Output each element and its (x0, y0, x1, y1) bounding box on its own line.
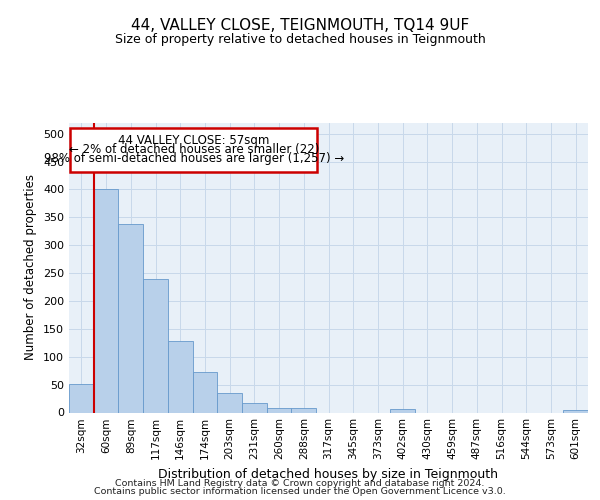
Bar (143, 278, 168, 412)
Y-axis label: Number of detached properties: Number of detached properties (25, 174, 37, 360)
Text: Contains HM Land Registry data © Crown copyright and database right 2024.: Contains HM Land Registry data © Crown c… (115, 478, 485, 488)
X-axis label: Distribution of detached houses by size in Teignmouth: Distribution of detached houses by size … (158, 468, 499, 481)
Text: 44, VALLEY CLOSE, TEIGNMOUTH, TQ14 9UF: 44, VALLEY CLOSE, TEIGNMOUTH, TQ14 9UF (131, 18, 469, 32)
Text: Contains public sector information licensed under the Open Government Licence v3: Contains public sector information licen… (94, 487, 506, 496)
Bar (118, 224, 143, 412)
Bar (390, 408, 415, 412)
Bar (563, 410, 588, 412)
Text: ← 2% of detached houses are smaller (22): ← 2% of detached houses are smaller (22) (68, 142, 319, 156)
Text: Size of property relative to detached houses in Teignmouth: Size of property relative to detached ho… (115, 34, 485, 46)
Bar (242, 403, 267, 412)
Text: 44 VALLEY CLOSE: 57sqm: 44 VALLEY CLOSE: 57sqm (118, 134, 269, 146)
Bar (69, 384, 94, 412)
Bar (94, 190, 118, 412)
Bar (193, 372, 217, 412)
Text: 98% of semi-detached houses are larger (1,257) →: 98% of semi-detached houses are larger (… (44, 152, 344, 164)
Bar (292, 408, 316, 412)
Bar (168, 341, 193, 412)
Bar (217, 393, 242, 412)
Bar (70, 128, 317, 172)
Bar (267, 408, 292, 412)
